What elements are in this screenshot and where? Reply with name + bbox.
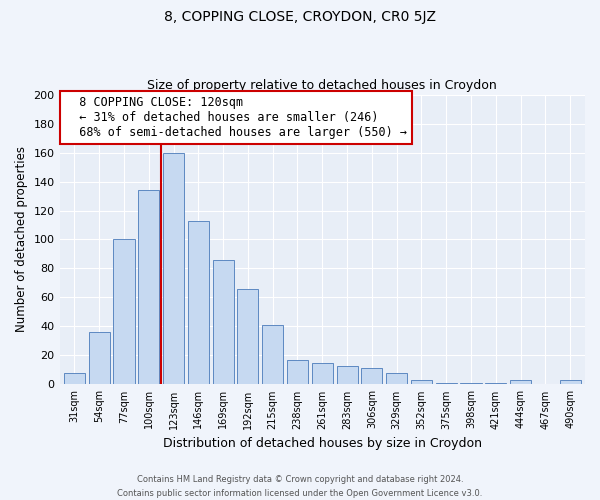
Bar (113, 240, 134, 384)
Bar (188, 220, 209, 384)
Text: 8, COPPING CLOSE, CROYDON, CR0 5JZ: 8, COPPING CLOSE, CROYDON, CR0 5JZ (164, 10, 436, 24)
Bar (560, 380, 581, 384)
Bar (337, 366, 358, 384)
Title: Size of property relative to detached houses in Croydon: Size of property relative to detached ho… (148, 79, 497, 92)
Bar (312, 362, 333, 384)
Y-axis label: Number of detached properties: Number of detached properties (15, 146, 28, 332)
X-axis label: Distribution of detached houses by size in Croydon: Distribution of detached houses by size … (163, 437, 482, 450)
Bar (89, 332, 110, 384)
Bar (485, 383, 506, 384)
Bar (64, 373, 85, 384)
Bar (510, 380, 531, 384)
Bar (361, 368, 382, 384)
Bar (460, 383, 482, 384)
Text: 8 COPPING CLOSE: 120sqm
  ← 31% of detached houses are smaller (246)
  68% of se: 8 COPPING CLOSE: 120sqm ← 31% of detache… (65, 96, 407, 139)
Bar (238, 289, 259, 384)
Bar (163, 152, 184, 384)
Bar (436, 383, 457, 384)
Bar (138, 190, 160, 384)
Bar (411, 380, 432, 384)
Bar (262, 325, 283, 384)
Bar (386, 373, 407, 384)
Bar (287, 360, 308, 384)
Bar (212, 260, 233, 384)
Text: Contains HM Land Registry data © Crown copyright and database right 2024.
Contai: Contains HM Land Registry data © Crown c… (118, 476, 482, 498)
